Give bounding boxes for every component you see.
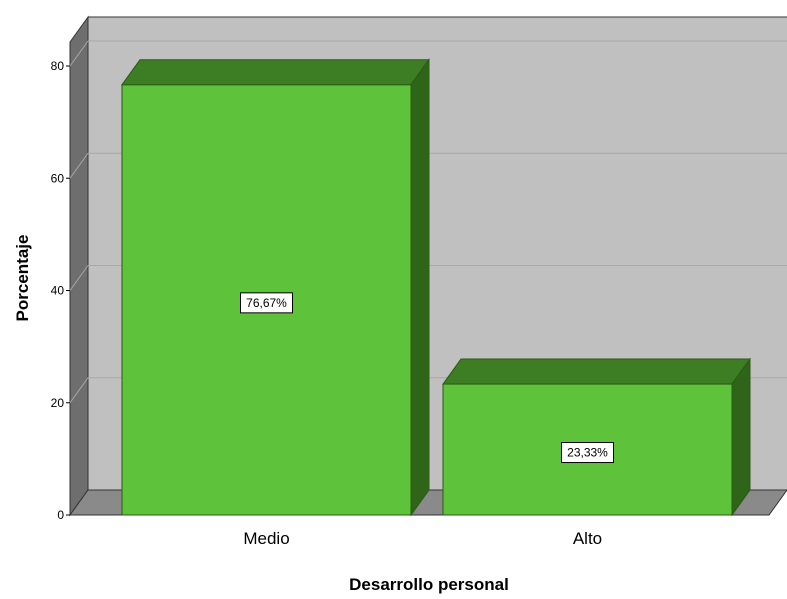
bar [442,357,751,517]
y-tick-label: 80 [51,59,65,73]
bar-side [731,357,751,517]
gridline-side [69,40,89,67]
bars [121,58,751,517]
y-tick-label: 40 [51,284,65,298]
gridline-side [69,265,89,291]
data-labels: 76,67% 23,33% [240,292,614,464]
data-label-box [240,292,293,314]
data-label-text: 76,67% [246,296,287,310]
bar-top [121,59,430,86]
y-tick-label: 60 [51,171,65,185]
data-label: 23,33% [561,442,614,464]
x-tick-label: Medio [243,529,289,548]
y-tick-label: 0 [57,508,64,522]
gridline-side [69,377,89,404]
x-axis-ticks: Medio Alto [243,529,602,548]
y-axis-ticks: 0 20 40 60 80 [51,59,70,522]
data-label-box [561,442,614,464]
data-label: 76,67% [240,292,293,314]
gridline-side [69,152,89,179]
plot-left-wall [69,15,89,517]
data-label-text: 23,33% [567,446,608,460]
bar-top [442,358,751,385]
bar [121,58,430,517]
y-tick-label: 20 [51,396,65,410]
x-axis-title: Desarrollo personal [349,575,509,594]
bar-side [410,58,430,517]
x-tick-label: Alto [573,529,602,548]
y-axis-title: Porcentaje [13,235,32,322]
